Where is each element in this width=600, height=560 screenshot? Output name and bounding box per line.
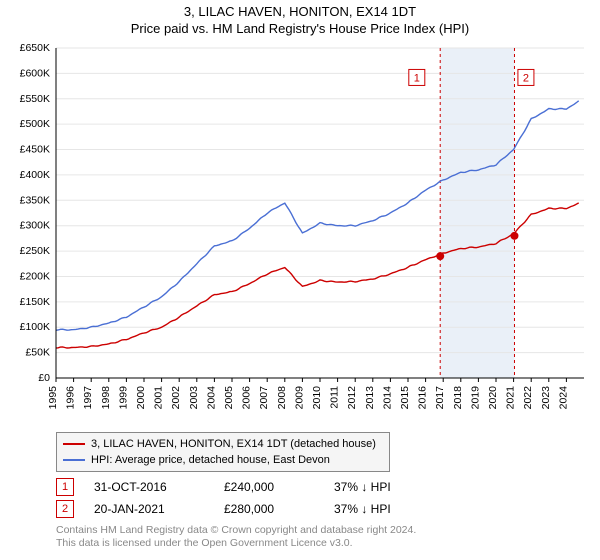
- y-tick-label: £250K: [20, 245, 50, 257]
- x-tick-label: 2000: [135, 386, 147, 410]
- chart-title-block: 3, LILAC HAVEN, HONITON, EX14 1DT Price …: [0, 0, 600, 36]
- y-tick-label: £0: [38, 372, 50, 384]
- legend-item: 3, LILAC HAVEN, HONITON, EX14 1DT (detac…: [63, 436, 383, 452]
- x-tick-label: 2014: [381, 386, 393, 410]
- y-tick-label: £100K: [20, 321, 50, 333]
- legend-swatch: [63, 443, 85, 445]
- transaction-pct: 37% ↓ HPI: [334, 480, 444, 494]
- root: 3, LILAC HAVEN, HONITON, EX14 1DT Price …: [0, 0, 600, 560]
- transaction-price: £280,000: [224, 502, 314, 516]
- x-tick-label: 2005: [223, 386, 235, 410]
- y-tick-label: £150K: [20, 296, 50, 308]
- x-tick-label: 2007: [258, 386, 270, 410]
- x-tick-label: 2023: [540, 386, 552, 410]
- x-tick-label: 2024: [557, 386, 569, 410]
- x-tick-label: 1995: [47, 386, 59, 410]
- transaction-date: 20-JAN-2021: [94, 502, 204, 516]
- transaction-row: 2 20-JAN-2021 £280,000 37% ↓ HPI: [56, 498, 576, 520]
- x-tick-label: 1998: [100, 386, 112, 410]
- y-tick-label: £600K: [20, 67, 50, 79]
- x-tick-label: 2008: [276, 386, 288, 410]
- x-tick-label: 1997: [82, 386, 94, 410]
- x-tick-label: 2009: [293, 386, 305, 410]
- x-tick-label: 2004: [205, 386, 217, 410]
- x-tick-label: 2017: [434, 386, 446, 410]
- y-tick-label: £500K: [20, 118, 50, 130]
- transactions-table: 1 31-OCT-2016 £240,000 37% ↓ HPI 2 20-JAN-202…: [56, 476, 576, 520]
- y-tick-label: £400K: [20, 169, 50, 181]
- x-tick-label: 2020: [487, 386, 499, 410]
- y-tick-label: £200K: [20, 270, 50, 282]
- transaction-row: 1 31-OCT-2016 £240,000 37% ↓ HPI: [56, 476, 576, 498]
- y-tick-label: £650K: [20, 42, 50, 54]
- x-tick-label: 2013: [364, 386, 376, 410]
- x-tick-label: 2022: [522, 386, 534, 410]
- legend-swatch: [63, 459, 85, 461]
- y-tick-label: £550K: [20, 93, 50, 105]
- x-tick-label: 2019: [469, 386, 481, 410]
- legend: 3, LILAC HAVEN, HONITON, EX14 1DT (detac…: [56, 432, 566, 472]
- chart-area: £0 £50K £100K £150K £200K £250K £300K £350K £400…: [0, 40, 600, 430]
- x-tick-label: 2010: [311, 386, 323, 410]
- y-tick-label: £300K: [20, 220, 50, 232]
- x-tick-label: 1996: [65, 386, 77, 410]
- marker-box-2: 2: [523, 72, 529, 84]
- x-tick-label: 2006: [241, 386, 253, 410]
- y-tick-label: £450K: [20, 144, 50, 156]
- legend-label: HPI: Average price, detached house, East…: [91, 452, 330, 468]
- legend-item: HPI: Average price, detached house, East…: [63, 452, 383, 468]
- footer-attribution: Contains HM Land Registry data © Crown c…: [56, 524, 416, 550]
- subtitle: Price paid vs. HM Land Registry's House …: [0, 21, 600, 36]
- x-tick-label: 2015: [399, 386, 411, 410]
- legend-label: 3, LILAC HAVEN, HONITON, EX14 1DT (detac…: [91, 436, 376, 452]
- x-tick-label: 2021: [505, 386, 517, 410]
- x-tick-label: 2018: [452, 386, 464, 410]
- y-tick-label: £50K: [25, 347, 50, 359]
- footer-line1: Contains HM Land Registry data © Crown c…: [56, 524, 416, 537]
- transaction-marker: 2: [56, 500, 74, 518]
- transaction-pct: 37% ↓ HPI: [334, 502, 444, 516]
- y-tick-label: £350K: [20, 194, 50, 206]
- x-tick-label: 2016: [417, 386, 429, 410]
- marker-box-1: 1: [414, 72, 420, 84]
- address-title: 3, LILAC HAVEN, HONITON, EX14 1DT: [0, 4, 600, 19]
- line-chart: £0 £50K £100K £150K £200K £250K £300K £350K £400…: [0, 40, 600, 430]
- x-tick-label: 2012: [346, 386, 358, 410]
- transaction-marker: 1: [56, 478, 74, 496]
- x-tick-label: 1999: [117, 386, 129, 410]
- transaction-date: 31-OCT-2016: [94, 480, 204, 494]
- transaction-price: £240,000: [224, 480, 314, 494]
- x-tick-label: 2001: [153, 386, 165, 410]
- x-tick-label: 2011: [329, 386, 341, 409]
- x-tick-label: 2002: [170, 386, 182, 410]
- footer-line2: This data is licensed under the Open Gov…: [56, 537, 416, 550]
- x-tick-label: 2003: [188, 386, 200, 410]
